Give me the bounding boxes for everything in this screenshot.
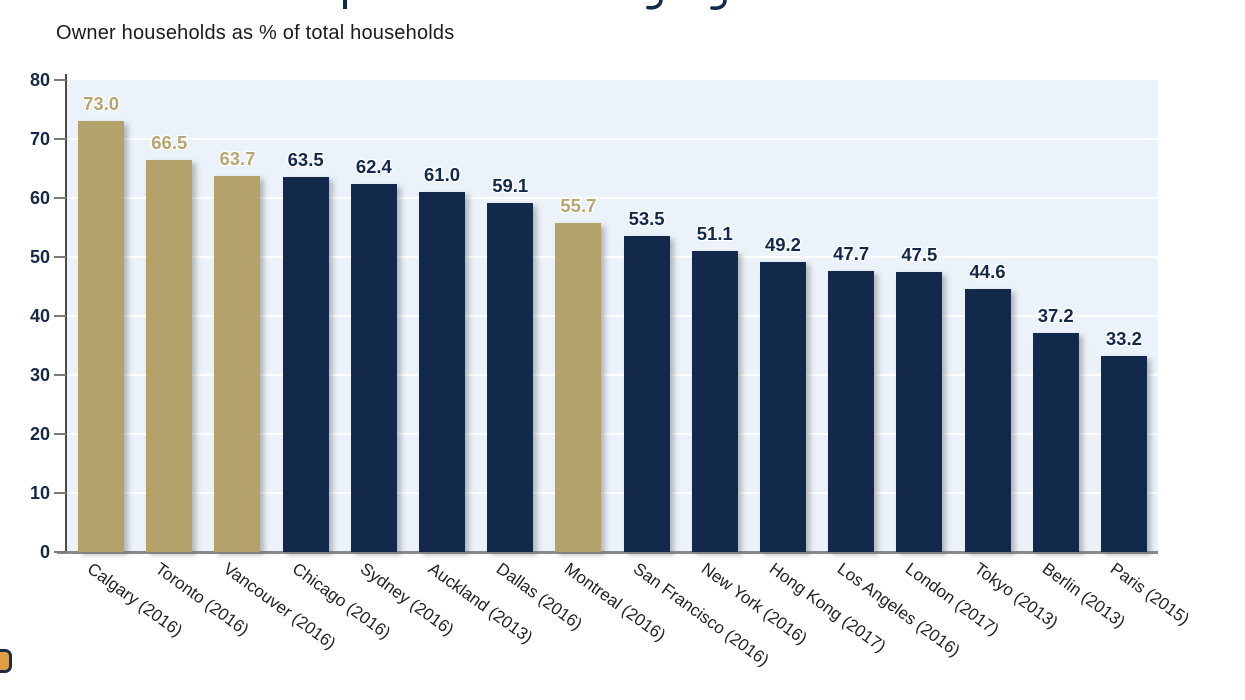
y-tick-40 <box>54 315 66 317</box>
value-label-paris-2015: 33.2 <box>1105 328 1142 350</box>
y-tick-80 <box>54 79 66 81</box>
bar-san-francisco-2016 <box>623 236 670 552</box>
y-tick-label-60: 60 <box>29 188 50 208</box>
y-tick-0 <box>54 551 66 553</box>
value-label-tokyo-2013: 44.6 <box>969 260 1006 282</box>
y-tick-20 <box>54 433 66 435</box>
gridline-10 <box>67 492 1158 494</box>
y-tick-30 <box>54 374 66 376</box>
y-tick-10 <box>54 492 66 494</box>
value-label-chicago-2016: 63.5 <box>287 149 324 171</box>
bar-toronto-2016 <box>146 159 193 552</box>
value-label-new-york-2016: 51.1 <box>696 222 733 244</box>
gridline-70 <box>67 138 1158 140</box>
value-label-sydney-2016: 62.4 <box>355 155 392 177</box>
gridline-30 <box>67 374 1158 376</box>
value-label-calgary-2016: 73.0 <box>83 93 120 115</box>
bar-montreal-2016 <box>555 223 602 552</box>
bar-london-2017 <box>896 271 943 552</box>
bar-auckland-2013 <box>419 192 466 552</box>
y-axis-line <box>65 74 67 553</box>
chart-subtitle: Owner households as % of total household… <box>56 22 455 44</box>
value-label-los-angeles-2016: 47.7 <box>833 242 870 264</box>
y-tick-label-0: 0 <box>39 542 50 562</box>
value-label-hong-kong-2017: 49.2 <box>764 233 801 255</box>
bar-tokyo-2013 <box>964 288 1011 552</box>
bar-new-york-2016 <box>691 250 738 552</box>
gridline-50 <box>67 256 1158 258</box>
gridline-40 <box>67 315 1158 317</box>
bar-calgary-2016 <box>78 121 125 552</box>
value-label-dallas-2016: 59.1 <box>492 175 529 197</box>
value-label-san-francisco-2016: 53.5 <box>628 208 665 230</box>
x-axis-label-vancouver-2016: Vancouver (2016) <box>220 559 340 654</box>
y-tick-70 <box>54 138 66 140</box>
bar-los-angeles-2016 <box>828 270 875 552</box>
value-label-montreal-2016: 55.7 <box>560 195 597 217</box>
bar-sydney-2016 <box>350 183 397 552</box>
bar-chicago-2016 <box>282 177 329 552</box>
value-label-vancouver-2016: 63.7 <box>219 148 256 170</box>
x-axis-line <box>57 551 1158 554</box>
y-tick-label-70: 70 <box>29 129 50 149</box>
x-axis-label-hong-kong-2017: Hong Kong (2017) <box>765 559 890 657</box>
y-tick-label-30: 30 <box>29 365 50 385</box>
y-tick-label-10: 10 <box>29 483 50 503</box>
bar-berlin-2013 <box>1032 332 1079 552</box>
value-label-berlin-2013: 37.2 <box>1037 304 1074 326</box>
value-label-auckland-2013: 61.0 <box>424 164 461 186</box>
clipped-title-descenders-icon <box>343 0 727 11</box>
clipped-logo-fragment <box>0 649 12 673</box>
bar-paris-2015 <box>1100 356 1147 552</box>
bar-vancouver-2016 <box>214 176 261 552</box>
y-tick-label-50: 50 <box>29 247 50 267</box>
gridline-60 <box>67 197 1158 199</box>
y-tick-label-20: 20 <box>29 424 50 444</box>
y-tick-50 <box>54 256 66 258</box>
y-tick-label-80: 80 <box>29 70 50 90</box>
value-label-london-2017: 47.5 <box>901 243 938 265</box>
value-label-toronto-2016: 66.5 <box>151 131 188 153</box>
gridline-20 <box>67 433 1158 435</box>
bar-dallas-2016 <box>487 203 534 552</box>
y-tick-label-40: 40 <box>29 306 50 326</box>
bar-hong-kong-2017 <box>759 261 806 552</box>
x-axis-label-los-angeles-2016: Los Angeles (2016) <box>833 559 964 661</box>
y-tick-60 <box>54 197 66 199</box>
